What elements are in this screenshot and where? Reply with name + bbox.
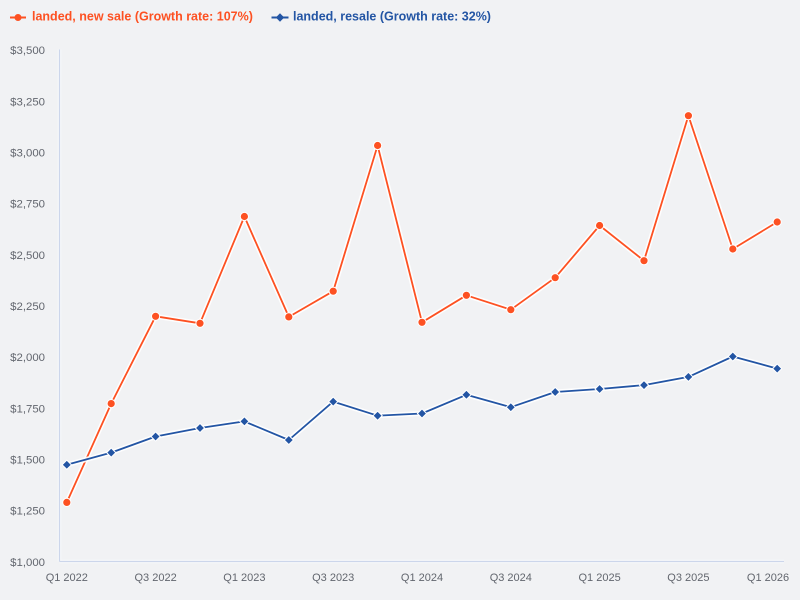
svg-text:landed, resale (Growth rate: 3: landed, resale (Growth rate: 32%) <box>293 10 491 24</box>
svg-text:landed, new sale (Growth rate:: landed, new sale (Growth rate: 107%) <box>32 10 253 24</box>
svg-text:Q1 2022: Q1 2022 <box>46 572 88 584</box>
svg-text:$1,250: $1,250 <box>10 506 45 518</box>
svg-text:$3,500: $3,500 <box>10 45 45 57</box>
svg-text:Q3 2023: Q3 2023 <box>312 572 354 584</box>
svg-text:Q1 2025: Q1 2025 <box>578 572 620 584</box>
svg-text:$2,250: $2,250 <box>10 301 45 313</box>
svg-text:Q1 2024: Q1 2024 <box>401 572 443 584</box>
svg-text:$3,000: $3,000 <box>10 148 45 160</box>
svg-text:$1,500: $1,500 <box>10 455 45 467</box>
svg-text:$3,250: $3,250 <box>10 96 45 108</box>
svg-text:Q3 2025: Q3 2025 <box>667 572 709 584</box>
svg-text:Q1 2023: Q1 2023 <box>223 572 265 584</box>
svg-text:Q3 2024: Q3 2024 <box>490 572 532 584</box>
svg-text:Q3 2022: Q3 2022 <box>134 572 176 584</box>
svg-text:$1,000: $1,000 <box>10 557 45 569</box>
svg-text:$2,500: $2,500 <box>10 250 45 262</box>
svg-text:$2,000: $2,000 <box>10 352 45 364</box>
svg-text:$1,750: $1,750 <box>10 403 45 415</box>
svg-text:Q1 2026: Q1 2026 <box>747 572 789 584</box>
svg-text:$2,750: $2,750 <box>10 199 45 211</box>
